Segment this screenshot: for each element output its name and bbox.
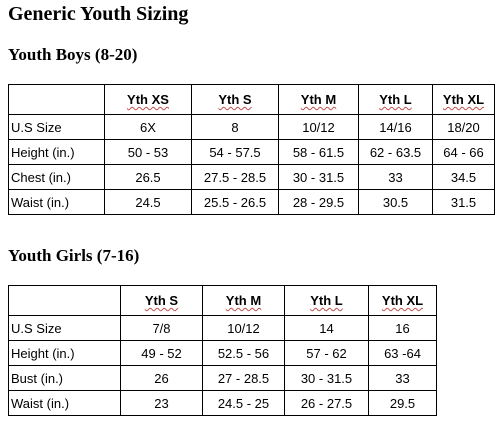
table-cell: 50 - 53 bbox=[104, 139, 192, 165]
boys-size-table: Yth XS Yth S Yth M Yth L Yth XL U.S Size 6X 8 10… bbox=[8, 84, 495, 215]
table-cell: 57 - 62 bbox=[284, 340, 369, 366]
table-cell: 6X bbox=[104, 114, 192, 140]
table-cell: 34.5 bbox=[432, 164, 495, 190]
table-row: Waist (in.) 24.5 25.5 - 26.5 28 - 29.5 30.5 3… bbox=[8, 189, 495, 215]
table-cell: 24.5 - 25 bbox=[202, 390, 285, 416]
table-row: Height (in.) 49 - 52 52.5 - 56 57 - 62 63 -6… bbox=[8, 340, 437, 366]
table-cell: 58 - 61.5 bbox=[278, 139, 359, 165]
table-row: Height (in.) 50 - 53 54 - 57.5 58 - 61.5 62 … bbox=[8, 139, 495, 165]
row-label: Height (in.) bbox=[8, 139, 105, 165]
table-cell: 28 - 29.5 bbox=[278, 189, 359, 215]
table-cell: 24.5 bbox=[104, 189, 192, 215]
column-header: Yth XS bbox=[104, 84, 192, 115]
table-cell: 62 - 63.5 bbox=[358, 139, 433, 165]
column-header: Yth M bbox=[278, 84, 359, 115]
column-header: Yth XL bbox=[368, 285, 437, 316]
table-cell: 30 - 31.5 bbox=[284, 365, 369, 391]
row-label: U.S Size bbox=[8, 315, 121, 341]
table-cell: 33 bbox=[358, 164, 433, 190]
table-cell: 16 bbox=[368, 315, 437, 341]
column-header-label: Yth XL bbox=[381, 293, 424, 308]
table-cell: 26 bbox=[120, 365, 203, 391]
table-cell: 64 - 66 bbox=[432, 139, 495, 165]
row-label: Waist (in.) bbox=[8, 390, 121, 416]
table-cell: 14 bbox=[284, 315, 369, 341]
boys-section-title: Youth Boys (8-20) bbox=[8, 45, 138, 64]
header-corner-cell bbox=[8, 285, 121, 316]
table-cell: 33 bbox=[368, 365, 437, 391]
row-label: Height (in.) bbox=[8, 340, 121, 366]
table-cell: 27 - 28.5 bbox=[202, 365, 285, 391]
table-cell: 52.5 - 56 bbox=[202, 340, 285, 366]
table-cell: 7/8 bbox=[120, 315, 203, 341]
row-label: Bust (in.) bbox=[8, 365, 121, 391]
table-row: U.S Size 6X 8 10/12 14/16 18/20 bbox=[8, 114, 495, 140]
table-cell: 29.5 bbox=[368, 390, 437, 416]
table-header-row: Yth XS Yth S Yth M Yth L Yth XL bbox=[8, 84, 495, 115]
column-header: Yth S bbox=[120, 285, 203, 316]
header-corner-cell bbox=[8, 84, 105, 115]
column-header-label: Yth S bbox=[144, 293, 179, 308]
table-row: U.S Size 7/8 10/12 14 16 bbox=[8, 315, 437, 341]
column-header-label: Yth S bbox=[218, 92, 252, 107]
table-cell: 14/16 bbox=[358, 114, 433, 140]
table-cell: 10/12 bbox=[278, 114, 359, 140]
table-row: Waist (in.) 23 24.5 - 25 26 - 27.5 29.5 bbox=[8, 390, 437, 416]
table-cell: 30 - 31.5 bbox=[278, 164, 359, 190]
column-header-label: Yth XS bbox=[127, 92, 169, 107]
column-header-label: Yth L bbox=[379, 92, 412, 107]
column-header-label: Yth L bbox=[310, 293, 343, 308]
table-cell: 54 - 57.5 bbox=[191, 139, 279, 165]
table-header-row: Yth S Yth M Yth L Yth XL bbox=[8, 285, 437, 316]
table-cell: 31.5 bbox=[432, 189, 495, 215]
table-cell: 25.5 - 26.5 bbox=[191, 189, 279, 215]
column-header-label: Yth XL bbox=[442, 92, 485, 107]
column-header-label: Yth M bbox=[225, 293, 262, 308]
table-cell: 26 - 27.5 bbox=[284, 390, 369, 416]
table-cell: 10/12 bbox=[202, 315, 285, 341]
column-header: Yth L bbox=[358, 84, 433, 115]
row-label: Waist (in.) bbox=[8, 189, 105, 215]
table-cell: 8 bbox=[191, 114, 279, 140]
table-cell: 18/20 bbox=[432, 114, 495, 140]
table-row: Chest (in.) 26.5 27.5 - 28.5 30 - 31.5 33 34.… bbox=[8, 164, 495, 190]
page-title: Generic Youth Sizing bbox=[8, 3, 189, 25]
column-header-label: Yth M bbox=[300, 92, 337, 107]
column-header: Yth S bbox=[191, 84, 279, 115]
girls-size-table: Yth S Yth M Yth L Yth XL U.S Size 7/8 10/12 14 1… bbox=[8, 285, 437, 416]
girls-section-title: Youth Girls (7-16) bbox=[8, 246, 140, 265]
table-cell: 49 - 52 bbox=[120, 340, 203, 366]
table-cell: 63 -64 bbox=[368, 340, 437, 366]
column-header: Yth M bbox=[202, 285, 285, 316]
column-header: Yth L bbox=[284, 285, 369, 316]
table-cell: 27.5 - 28.5 bbox=[191, 164, 279, 190]
row-label: Chest (in.) bbox=[8, 164, 105, 190]
row-label: U.S Size bbox=[8, 114, 105, 140]
table-cell: 26.5 bbox=[104, 164, 192, 190]
table-cell: 30.5 bbox=[358, 189, 433, 215]
column-header: Yth XL bbox=[432, 84, 495, 115]
table-cell: 23 bbox=[120, 390, 203, 416]
table-row: Bust (in.) 26 27 - 28.5 30 - 31.5 33 bbox=[8, 365, 437, 391]
